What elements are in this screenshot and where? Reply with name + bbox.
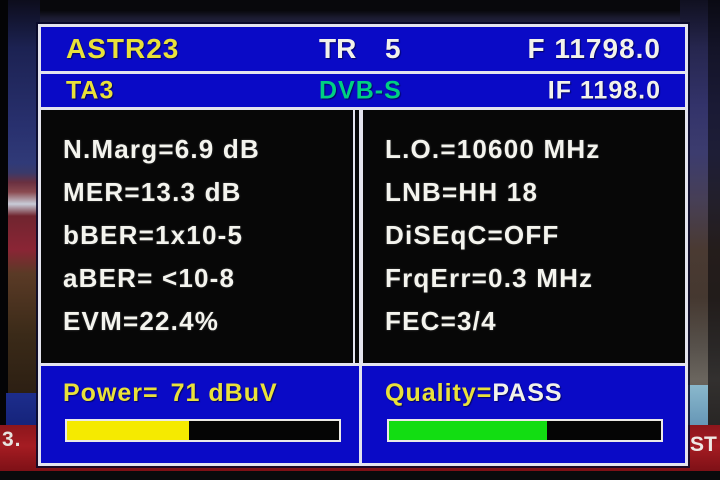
quality-value: PASS — [492, 379, 563, 407]
power-label: Power= 71 dBuV — [63, 379, 278, 408]
measurement-lnb: LNB=HH 18 — [385, 177, 539, 207]
power-bar — [65, 419, 341, 442]
if-frequency-value: IF 1198.0 — [547, 76, 661, 104]
measurements-left-column: N.Marg=6.9 dB MER=13.3 dB bBER=1x10-5 aB… — [63, 128, 260, 343]
modulation-system: DVB-S — [319, 76, 402, 104]
frequency-value: F 11798.0 — [527, 33, 661, 64]
measurements-panel: N.Marg=6.9 dB MER=13.3 dB bBER=1x10-5 aB… — [41, 110, 685, 363]
background-blue-box — [6, 393, 40, 427]
osd-header-row-2: TA3 DVB-S IF 1198.0 — [41, 74, 685, 107]
meters-divider — [359, 366, 362, 463]
background-left-black-strip — [0, 0, 8, 480]
measurement-bber: bBER=1x10-5 — [63, 220, 244, 250]
quality-label: Quality=PASS — [385, 379, 563, 408]
power-value: 71 dBuV — [170, 379, 278, 407]
transponder-number: 5 — [385, 33, 401, 64]
divider-line — [41, 107, 685, 110]
satellite-name: ASTR23 — [66, 33, 180, 64]
divider-line — [41, 363, 685, 366]
measurement-frqerr: FrqErr=0.3 MHz — [385, 263, 594, 293]
measurement-fec: FEC=3/4 — [385, 306, 497, 336]
ticker-left-text: 3. — [2, 428, 22, 451]
quality-bar — [387, 419, 663, 442]
measurement-mer: MER=13.3 dB — [63, 177, 242, 207]
quality-label-text: Quality= — [385, 379, 493, 407]
meters-panel: Power= 71 dBuV Quality=PASS — [41, 366, 685, 463]
divider-line — [41, 71, 685, 74]
background-bottom-black-bar — [0, 471, 720, 480]
panel-divider — [359, 110, 363, 363]
panel-divider-thin — [353, 110, 355, 363]
measurement-nmarg: N.Marg=6.9 dB — [63, 134, 260, 164]
measurement-aber: aBER= <10-8 — [63, 263, 236, 293]
quality-bar-fill — [389, 421, 547, 440]
background-video-top — [0, 0, 720, 26]
transponder-label: TR — [319, 33, 357, 64]
background-right-dark-strip — [708, 0, 720, 480]
channel-name: TA3 — [66, 76, 115, 104]
ticker-right-text: ST — [690, 433, 717, 456]
signal-meter-osd: ASTR23 TR 5 F 11798.0 TA3 DVB-S IF 1198.… — [38, 24, 688, 466]
measurement-evm: EVM=22.4% — [63, 306, 220, 336]
measurement-diseqc: DiSEqC=OFF — [385, 220, 560, 250]
osd-header-row-1: ASTR23 TR 5 F 11798.0 — [41, 27, 685, 71]
measurement-lo: L.O.=10600 MHz — [385, 134, 601, 164]
power-label-text: Power= — [63, 379, 159, 407]
power-bar-fill — [67, 421, 190, 440]
measurements-right-column: L.O.=10600 MHz LNB=HH 18 DiSEqC=OFF FrqE… — [385, 128, 601, 343]
